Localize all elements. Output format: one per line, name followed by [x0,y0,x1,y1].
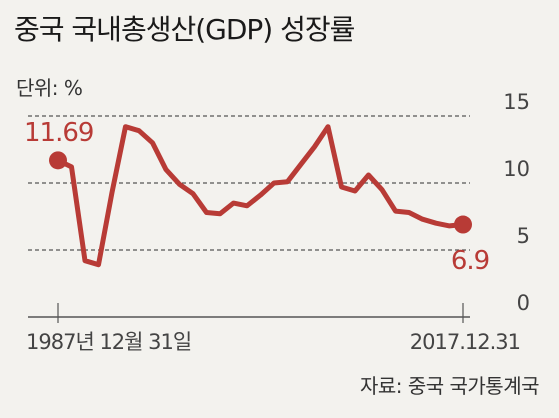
x-start-label: 1987년 12월 31일 [26,330,191,354]
y-tick-label-5: 5 [517,224,530,248]
y-axis-ticks: 15 10 5 0 [503,90,530,315]
x-axis: 1987년 12월 31일 2017.12.31 [26,303,521,354]
gridlines [28,115,470,251]
end-value-label: 6.9 [451,246,489,276]
data-labels: 11.69 6.9 [24,118,490,276]
end-point-marker [454,215,472,234]
y-tick-label-10: 10 [503,157,530,181]
start-value-label: 11.69 [24,118,93,148]
y-tick-label-0: 0 [517,291,530,315]
start-point-marker [49,151,67,170]
gdp-growth-line [55,124,466,268]
chart-title: 중국 국내총생산(GDP) 성장률 [14,13,355,46]
source-note: 자료: 중국 국가통계국 [359,374,540,398]
unit-label: 단위: % [16,76,83,100]
x-end-label: 2017.12.31 [410,330,520,354]
series-layer [49,124,472,268]
y-tick-label-15: 15 [503,90,530,114]
